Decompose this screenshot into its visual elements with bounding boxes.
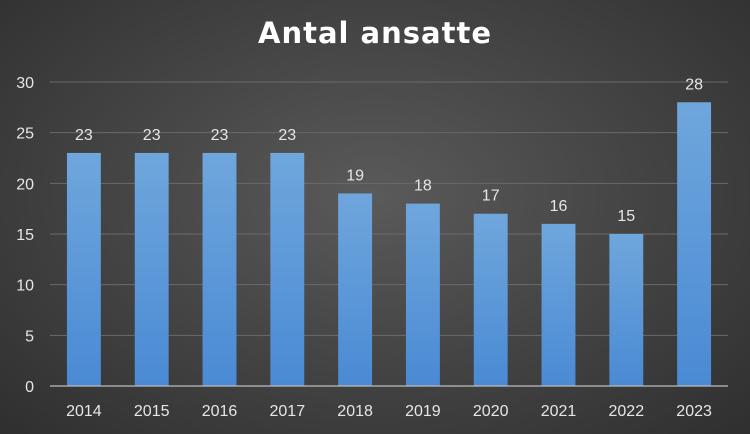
data-label-2019: 18 [414,178,432,195]
bar-2016 [202,152,237,386]
x-tick-label-2016: 2016 [202,403,238,420]
data-label-2017: 23 [278,127,296,144]
bars [66,102,712,387]
data-label-2015: 23 [143,127,161,144]
y-tick-label: 15 [16,227,34,244]
bar-2022 [609,234,644,386]
x-tick-label-2018: 2018 [337,403,373,420]
y-axis: 0 5 10 15 20 25 30 [16,75,34,396]
x-tick-label-2023: 2023 [676,403,712,420]
bar-2019 [405,203,440,386]
y-tick-label: 10 [16,278,34,295]
bar-2021 [541,223,576,386]
data-label-2020: 17 [482,188,500,205]
y-tick-label: 25 [16,126,34,143]
y-tick-label: 0 [25,379,34,396]
x-tick-label-2017: 2017 [270,403,306,420]
data-label-2018: 19 [346,167,364,184]
x-tick-label-2022: 2022 [609,403,645,420]
data-label-2016: 23 [211,127,229,144]
bar-2017 [270,152,305,386]
x-tick-label-2020: 2020 [473,403,509,420]
x-tick-label-2014: 2014 [66,403,102,420]
data-label-2023: 28 [685,76,703,93]
data-label-2014: 23 [75,127,93,144]
x-tick-label-2019: 2019 [405,403,441,420]
data-labels: 23 23 23 23 19 18 17 16 15 28 [75,76,703,225]
chart-title: Antal ansatte [258,16,492,50]
bar-2014 [66,152,101,386]
bar-2020 [473,213,508,386]
bar-2015 [134,152,169,386]
x-axis: 2014 2015 2016 2017 2018 2019 2020 2021 2022 2023 [50,385,728,420]
x-tick-label-2015: 2015 [134,403,170,420]
data-label-2022: 15 [617,208,635,225]
bar-2018 [338,193,373,386]
bar-2023 [677,102,712,387]
y-tick-label: 30 [16,75,34,92]
x-tick-label-2021: 2021 [541,403,577,420]
y-tick-label: 20 [16,176,34,193]
data-label-2021: 16 [550,198,568,215]
y-tick-label: 5 [25,328,34,345]
